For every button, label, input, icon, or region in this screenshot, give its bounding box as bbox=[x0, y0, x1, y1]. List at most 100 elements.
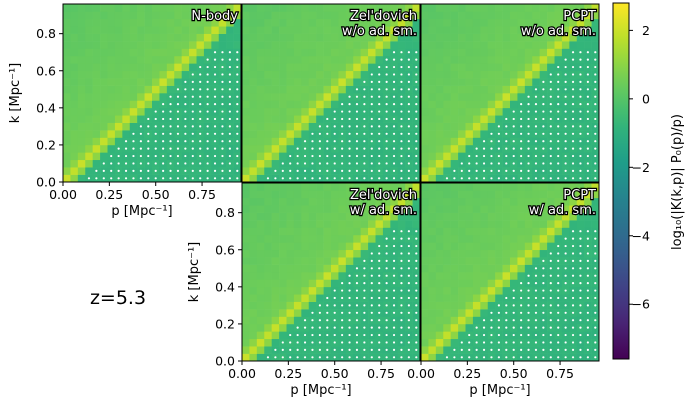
heatmap-cell bbox=[77, 48, 86, 57]
heatmap-cell bbox=[517, 55, 526, 64]
mask-dot bbox=[564, 333, 567, 337]
heatmap-cell bbox=[218, 33, 227, 42]
mask-dot bbox=[571, 348, 575, 351]
heatmap-cell bbox=[122, 33, 131, 42]
heatmap-cell bbox=[517, 183, 526, 191]
heatmap-cell bbox=[360, 48, 369, 57]
heatmap-cell bbox=[561, 4, 570, 12]
heatmap-cell bbox=[495, 55, 503, 64]
mask-dot bbox=[199, 147, 202, 150]
mask-dot bbox=[326, 117, 329, 121]
heatmap-cell bbox=[159, 33, 168, 42]
heatmap-cell bbox=[428, 272, 437, 280]
heatmap-cell bbox=[487, 33, 496, 42]
heatmap-cell bbox=[502, 26, 511, 34]
heatmap-cell bbox=[443, 4, 451, 12]
mask-dot bbox=[318, 169, 321, 172]
heatmap-cell bbox=[397, 197, 406, 206]
heatmap-cell bbox=[450, 107, 459, 116]
mask-dot bbox=[505, 132, 508, 135]
heatmap-cell bbox=[569, 212, 578, 221]
heatmap-cell bbox=[70, 11, 79, 20]
heatmap-cell bbox=[174, 70, 182, 79]
mask-dot bbox=[512, 125, 515, 128]
heatmap-cell bbox=[63, 78, 71, 86]
heatmap-cell bbox=[264, 294, 272, 302]
heatmap-cell bbox=[331, 197, 339, 206]
x-tick-label: 0.75 bbox=[188, 187, 216, 202]
mask-dot bbox=[534, 319, 538, 322]
heatmap-cell bbox=[428, 279, 437, 288]
heatmap-cell bbox=[144, 55, 153, 64]
heatmap-cell bbox=[353, 212, 361, 221]
heatmap-cell bbox=[360, 11, 369, 20]
mask-dot bbox=[415, 110, 418, 113]
colorbar-tick-label: −6 bbox=[632, 297, 650, 312]
heatmap-cell bbox=[510, 48, 518, 57]
mask-dot bbox=[564, 147, 567, 150]
mask-dot bbox=[191, 88, 194, 91]
heatmap-cell bbox=[279, 264, 287, 273]
heatmap-cell bbox=[189, 63, 197, 72]
mask-dot bbox=[348, 169, 351, 172]
heatmap-cell bbox=[100, 55, 108, 64]
mask-dot bbox=[482, 154, 486, 158]
heatmap-cell bbox=[397, 11, 406, 20]
mask-dot bbox=[586, 289, 589, 292]
mask-dot bbox=[355, 304, 359, 307]
heatmap-cell bbox=[421, 205, 429, 213]
heatmap-cell bbox=[524, 4, 533, 12]
heatmap-cell bbox=[249, 100, 258, 109]
heatmap-cell bbox=[279, 115, 287, 123]
mask-dot bbox=[549, 177, 552, 180]
mask-dot bbox=[213, 125, 217, 128]
mask-dot bbox=[564, 73, 567, 76]
mask-dot bbox=[505, 154, 508, 158]
heatmap-cell bbox=[137, 33, 145, 42]
mask-dot bbox=[206, 65, 209, 69]
mask-dot bbox=[564, 103, 567, 106]
heatmap-cell bbox=[323, 26, 332, 34]
heatmap-cell bbox=[584, 11, 592, 20]
heatmap-cell bbox=[443, 205, 451, 213]
heatmap-cell bbox=[353, 257, 361, 265]
heatmap-cell bbox=[293, 41, 302, 49]
mask-dot bbox=[311, 169, 314, 172]
heatmap-cell bbox=[331, 33, 339, 42]
mask-dot bbox=[228, 95, 231, 98]
heatmap-cell bbox=[480, 294, 489, 302]
mask-dot bbox=[206, 103, 209, 106]
mask-dot bbox=[326, 132, 329, 135]
mask-dot bbox=[199, 169, 202, 172]
heatmap-cell bbox=[397, 190, 406, 199]
heatmap-cell bbox=[92, 55, 101, 64]
heatmap-cell bbox=[293, 137, 302, 146]
mask-dot bbox=[348, 117, 351, 121]
heatmap-cell bbox=[256, 301, 265, 310]
heatmap-cell bbox=[85, 48, 93, 57]
heatmap-cell bbox=[421, 70, 429, 79]
heatmap-cell bbox=[421, 234, 429, 243]
heatmap-cell bbox=[517, 70, 526, 79]
heatmap-cell bbox=[226, 33, 234, 42]
heatmap-cell bbox=[100, 63, 108, 72]
heatmap-cell bbox=[264, 93, 272, 101]
heatmap-cell bbox=[77, 78, 86, 86]
mask-dot bbox=[370, 333, 373, 337]
heatmap-cell bbox=[487, 190, 496, 199]
heatmap-cell bbox=[211, 11, 220, 20]
mask-dot bbox=[378, 80, 381, 83]
heatmap-cell bbox=[517, 41, 526, 49]
mask-dot bbox=[132, 132, 135, 135]
mask-dot bbox=[557, 319, 560, 322]
heatmap-cell bbox=[487, 63, 496, 72]
mask-dot bbox=[497, 341, 500, 344]
heatmap-cell bbox=[390, 183, 399, 191]
heatmap-cell bbox=[435, 286, 444, 295]
mask-dot bbox=[400, 125, 403, 128]
heatmap-cell bbox=[487, 264, 496, 273]
mask-dot bbox=[400, 319, 403, 322]
mask-dot bbox=[132, 162, 135, 165]
mask-dot bbox=[586, 88, 589, 91]
heatmap-cell bbox=[421, 197, 429, 206]
